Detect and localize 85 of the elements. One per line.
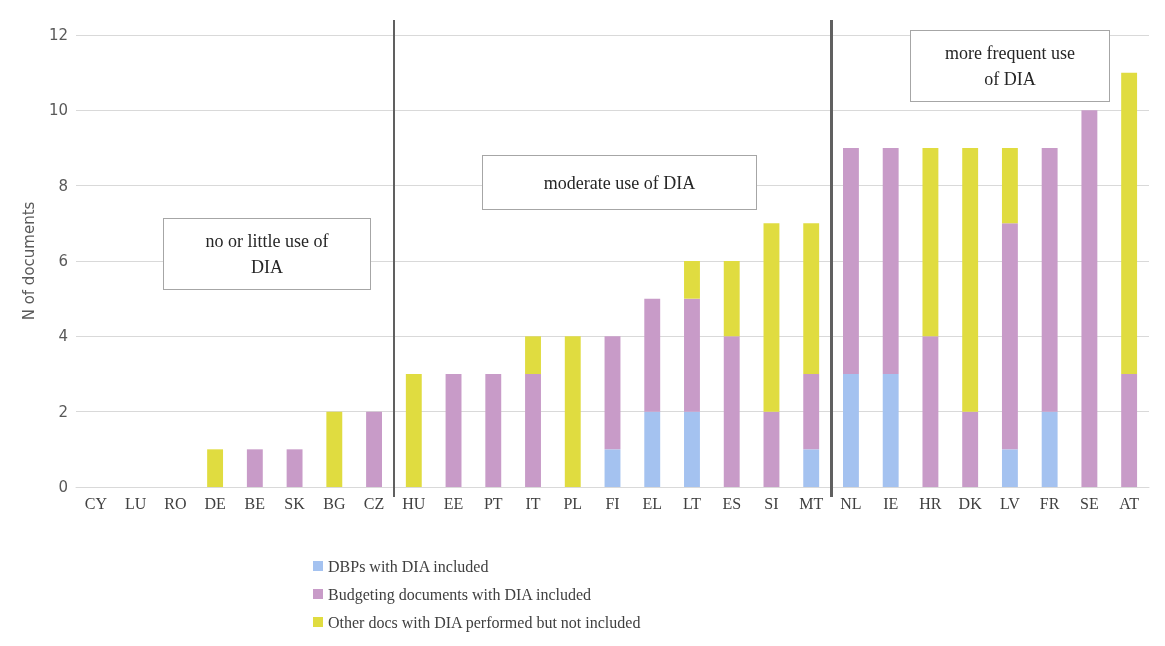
bar bbox=[843, 374, 859, 487]
bar bbox=[1001, 449, 1018, 487]
x-tick-label: SE bbox=[1080, 494, 1099, 512]
bar bbox=[326, 411, 343, 487]
x-tick-label: IT bbox=[525, 494, 541, 512]
x-tick-label: CY bbox=[84, 494, 108, 512]
x-tick-label: FR bbox=[1039, 494, 1060, 512]
bar bbox=[1041, 411, 1058, 487]
bar bbox=[803, 223, 820, 374]
bar bbox=[1121, 374, 1138, 487]
x-tick-label: PL bbox=[563, 494, 583, 512]
bar bbox=[485, 374, 502, 487]
x-tick-label: LT bbox=[682, 494, 702, 512]
bar bbox=[803, 449, 820, 487]
bar bbox=[962, 148, 979, 412]
x-tick-label: ES bbox=[722, 494, 742, 512]
x-tick-label: EE bbox=[443, 494, 464, 512]
annotation: no or little use of DIA bbox=[204, 230, 330, 279]
bar bbox=[1081, 110, 1098, 487]
x-tick-label: AT bbox=[1119, 494, 1140, 512]
text-box: more frequent use of DIA bbox=[910, 30, 1110, 102]
legend-label: Budgeting documents with DIA included bbox=[328, 585, 592, 604]
text-box: moderate use of DIA bbox=[482, 155, 757, 210]
x-tick-label: RO bbox=[164, 494, 187, 512]
y-tick-label: 6 bbox=[58, 252, 68, 270]
x-tick-label: NL bbox=[840, 494, 862, 512]
x-tick-label: DK bbox=[958, 494, 983, 512]
y-tick-label: 10 bbox=[48, 101, 68, 120]
bar bbox=[763, 223, 780, 412]
annotation: moderate use of DIA bbox=[543, 171, 696, 195]
x-tick-label: EL bbox=[642, 494, 663, 512]
x-tick-label: SK bbox=[284, 494, 306, 512]
bar bbox=[525, 374, 541, 487]
bar bbox=[644, 298, 661, 412]
legend-label: Other docs with DIA performed but not included bbox=[328, 613, 641, 632]
bar bbox=[1041, 148, 1058, 412]
x-tick-label: IE bbox=[883, 494, 899, 512]
annotation: more frequent use of DIA bbox=[944, 42, 1076, 91]
bar bbox=[366, 411, 382, 487]
bar bbox=[246, 449, 263, 487]
x-tick-label: BG bbox=[323, 494, 346, 512]
x-tick-label: LV bbox=[999, 494, 1021, 512]
x-tick-label: DE bbox=[204, 494, 226, 512]
bar bbox=[445, 374, 462, 487]
bar bbox=[286, 449, 303, 487]
y-tick-label: 4 bbox=[58, 327, 68, 346]
y-tick-label: 12 bbox=[48, 26, 68, 44]
text-box: no or little use of DIA bbox=[163, 218, 371, 290]
x-tick-label: BE bbox=[244, 494, 266, 512]
bar bbox=[723, 261, 740, 337]
bar bbox=[922, 148, 939, 337]
x-tick-label: HR bbox=[919, 494, 942, 512]
bar bbox=[882, 374, 899, 487]
bar bbox=[604, 449, 621, 487]
y-tick-label: 2 bbox=[58, 402, 68, 421]
bar bbox=[405, 374, 422, 487]
bar bbox=[644, 411, 661, 487]
x-tick-label: SI bbox=[764, 494, 779, 512]
legend-label: DBPs with DIA included bbox=[328, 557, 489, 575]
bar bbox=[803, 374, 820, 450]
bar bbox=[604, 336, 621, 450]
bar bbox=[1001, 223, 1018, 450]
bar bbox=[1121, 72, 1138, 374]
x-tick-label: FI bbox=[605, 494, 620, 512]
x-tick-label: MT bbox=[799, 494, 824, 512]
bar bbox=[564, 336, 581, 487]
bar bbox=[684, 261, 700, 299]
x-tick-label: PT bbox=[483, 494, 503, 512]
bar bbox=[962, 411, 979, 487]
bar bbox=[723, 336, 740, 487]
y-tick-label: 8 bbox=[58, 176, 68, 195]
bar bbox=[843, 148, 859, 374]
x-tick-label: LU bbox=[124, 494, 147, 512]
bar bbox=[525, 336, 541, 374]
bar bbox=[922, 336, 939, 487]
y-axis-title: N of documents bbox=[19, 201, 38, 321]
bar bbox=[763, 411, 780, 487]
x-tick-label: CZ bbox=[363, 494, 385, 512]
bar bbox=[1001, 148, 1018, 224]
y-tick-label: 0 bbox=[58, 478, 68, 496]
bar bbox=[684, 411, 700, 487]
x-tick-label: HU bbox=[402, 494, 426, 512]
bar bbox=[882, 148, 899, 374]
bar bbox=[684, 298, 700, 412]
bar bbox=[207, 449, 224, 487]
